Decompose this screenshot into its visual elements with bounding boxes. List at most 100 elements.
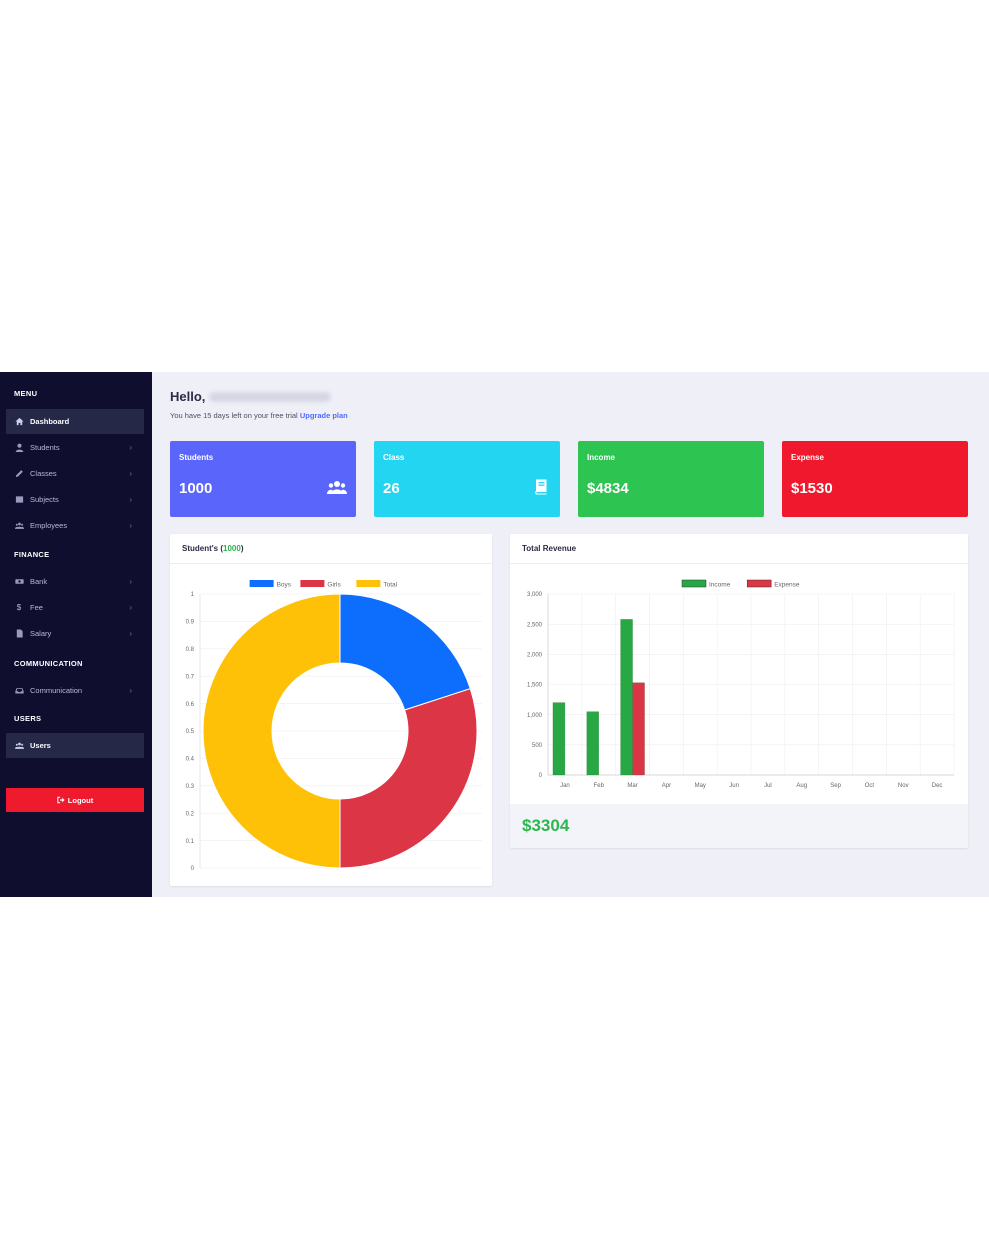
y-tick-label: 0.8 <box>186 647 195 653</box>
user-icon <box>13 443 25 453</box>
revenue-chart-card: Total Revenue Income Expense 0 500 1,000 1,50… <box>510 534 968 848</box>
stat-card-income: Income $4834 <box>578 441 764 517</box>
chevron-right-icon: › <box>129 443 132 452</box>
sidebar-item-salary[interactable]: Salary › <box>6 621 144 646</box>
stat-card-students: Students 1000 <box>170 441 356 517</box>
stat-label: Class <box>383 453 405 462</box>
sidebar-item-bank[interactable]: Bank › <box>6 569 144 594</box>
stat-value: $1530 <box>791 480 833 497</box>
x-tick-label: Feb <box>594 783 605 789</box>
sidebar-item-label: Subjects <box>30 495 59 504</box>
bar-income-feb <box>586 711 599 776</box>
y-tick-label: 500 <box>532 743 543 749</box>
revenue-footer: $3304 <box>510 804 968 848</box>
y-tick-label: 1,000 <box>527 713 543 719</box>
sidebar-item-label: Students <box>30 443 60 452</box>
stat-label: Expense <box>791 453 824 462</box>
doughnut-slice-boys <box>339 593 471 711</box>
chevron-right-icon: › <box>129 629 132 638</box>
stat-label: Income <box>587 453 616 462</box>
legend-label: Income <box>709 582 731 589</box>
sidebar-section-users: USERS <box>14 714 42 723</box>
stat-label: Students <box>179 453 214 462</box>
sidebar-item-employees[interactable]: Employees › <box>6 513 144 538</box>
chevron-right-icon: › <box>129 577 132 586</box>
sidebar-item-label: Classes <box>30 469 57 478</box>
x-tick-label: May <box>695 783 706 789</box>
student-count: 1000 <box>223 544 241 553</box>
y-tick-label: 2,000 <box>527 653 543 659</box>
legend-swatch <box>681 579 707 588</box>
blurred-username <box>209 391 332 402</box>
x-tick-label: Oct <box>865 783 875 789</box>
chevron-right-icon: › <box>129 686 132 695</box>
x-tick-label: Jul <box>764 783 772 789</box>
chevron-right-icon: › <box>129 521 132 530</box>
card-header: Total Revenue <box>510 534 968 564</box>
book-icon <box>531 479 551 495</box>
sidebar-section-menu: MENU <box>14 389 38 398</box>
legend-label: Expense <box>774 582 800 589</box>
y-tick-label: 0.7 <box>186 674 195 680</box>
sidebar: MENU Dashboard Students › Classes › Subj… <box>0 372 152 897</box>
legend-label: Total <box>383 582 397 589</box>
y-tick-label: 0.4 <box>186 757 195 763</box>
pencil-icon <box>13 469 25 479</box>
students-chart-card: Student's (1000) Boys Girls Total 1 0.9 0.8 0.… <box>170 534 492 886</box>
legend-swatch <box>746 579 772 588</box>
home-icon <box>13 417 25 427</box>
legend-swatch <box>300 580 325 587</box>
students-doughnut-chart: Boys Girls Total 1 0.9 0.8 0.7 0.6 0.5 0.4 0.3 0.2 0… <box>186 580 482 872</box>
legend-swatch <box>249 580 274 587</box>
revenue-bar-chart: Income Expense 0 500 1,000 1,500 2,000 2,500 3,0… <box>527 579 955 789</box>
stat-value: $4834 <box>587 480 629 497</box>
inbox-icon <box>13 686 25 696</box>
y-tick-label: 1,500 <box>527 683 543 689</box>
stat-value: 26 <box>383 480 400 497</box>
sidebar-item-subjects[interactable]: Subjects › <box>6 487 144 512</box>
sidebar-item-fee[interactable]: $ Fee › <box>6 595 144 620</box>
x-tick-label: Jan <box>560 783 570 789</box>
bar-income-jan <box>552 702 566 776</box>
sidebar-item-communication[interactable]: Communication › <box>6 678 144 703</box>
app-window: MENU Dashboard Students › Classes › Subj… <box>0 372 989 897</box>
sign-out-icon <box>57 796 65 804</box>
y-tick-label: 0.6 <box>186 702 195 708</box>
y-tick-label: 3,000 <box>527 592 543 598</box>
y-tick-label: 0.9 <box>186 620 195 626</box>
logout-button[interactable]: Logout <box>6 788 144 812</box>
card-header: Student's (1000) <box>170 534 492 564</box>
sidebar-item-students[interactable]: Students › <box>6 435 144 460</box>
users-icon <box>13 741 25 751</box>
y-tick-label: 0.1 <box>186 839 195 845</box>
sidebar-item-label: Dashboard <box>30 417 70 426</box>
legend-label: Girls <box>327 582 341 589</box>
stat-card-class: Class 26 <box>374 441 560 517</box>
sidebar-section-communication: COMMUNICATION <box>14 659 83 668</box>
y-tick-label: 0 <box>539 773 543 779</box>
stat-card-expense: Expense $1530 <box>782 441 968 517</box>
sidebar-item-label: Salary <box>30 629 52 638</box>
money-bill-icon <box>13 577 25 587</box>
sidebar-item-label: Fee <box>30 603 43 612</box>
upgrade-plan-link[interactable]: Upgrade plan <box>299 411 348 420</box>
y-tick-label: 0.2 <box>186 811 195 817</box>
x-tick-label: Sep <box>830 783 841 789</box>
sidebar-item-label: Bank <box>30 577 48 586</box>
sidebar-section-finance: FINANCE <box>14 550 50 559</box>
sidebar-item-users[interactable]: Users <box>6 733 144 758</box>
sidebar-item-classes[interactable]: Classes › <box>6 461 144 486</box>
x-tick-label: Jun <box>729 783 739 789</box>
chevron-right-icon: › <box>129 495 132 504</box>
x-tick-label: Aug <box>796 783 807 789</box>
card-title: Student's ( <box>182 544 224 553</box>
doughnut-slice-total <box>202 593 341 869</box>
sidebar-item-dashboard[interactable]: Dashboard <box>6 409 144 434</box>
greeting-text: Hello, <box>170 389 206 404</box>
y-tick-label: 0 <box>191 866 195 872</box>
list-icon <box>13 495 25 505</box>
stat-value: 1000 <box>179 480 213 497</box>
trial-notice: You have 15 days left on your free trial… <box>170 411 348 420</box>
card-title-end: ) <box>240 544 244 553</box>
y-tick-label: 0.3 <box>186 784 195 790</box>
